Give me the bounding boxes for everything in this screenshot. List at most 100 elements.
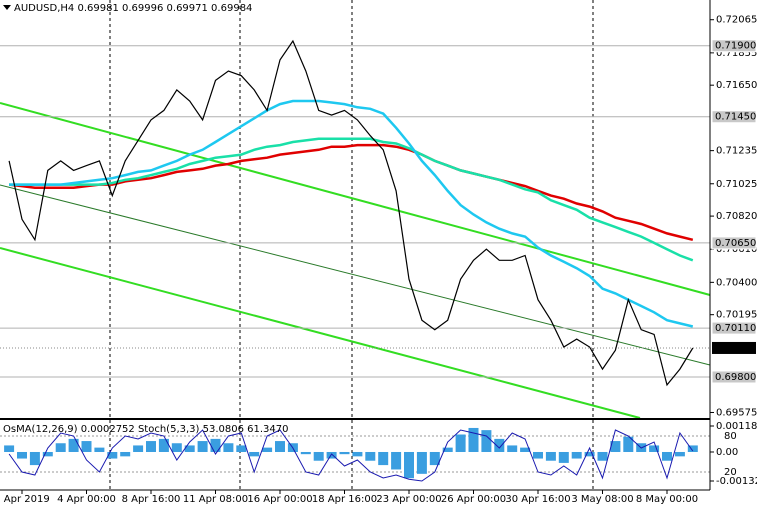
- x-tick-label: 30 Apr 16:00: [505, 494, 570, 505]
- osma-bar: [674, 451, 685, 457]
- osma-bar: [378, 451, 389, 466]
- y-tick-label: 0.70610: [716, 244, 757, 255]
- y-tick-label: 0.71855: [716, 48, 757, 59]
- stochastic-line: [8, 429, 694, 482]
- x-tick-label: 8 Apr 16:00: [122, 494, 181, 505]
- osma-bar: [120, 451, 131, 457]
- y-tick-label: 0.70820: [716, 211, 757, 222]
- osma-bar: [29, 451, 40, 466]
- moving-average: [9, 137, 694, 262]
- level-label: 0.70650: [715, 238, 756, 249]
- x-tick-label: 16 Apr 00:00: [247, 494, 312, 505]
- level-label: 0.71900: [715, 41, 756, 52]
- osma-bar: [17, 451, 27, 459]
- osma-bar: [313, 451, 324, 461]
- x-tick-label: 11 Apr 08:00: [183, 494, 248, 505]
- osma-bar: [55, 443, 66, 452]
- osma-bar: [455, 434, 466, 452]
- osma-bar: [339, 451, 350, 455]
- level-box: [711, 321, 757, 335]
- indicator-title: OsMA(12,26,9) 0.0002752 Stoch(5,3,3) 53.…: [3, 424, 289, 435]
- y-tick-label: 0.70400: [716, 277, 757, 288]
- osma-bar: [275, 441, 285, 452]
- y-tick-label: 0.71650: [716, 80, 757, 91]
- levels: [0, 45, 710, 473]
- plot: [4, 39, 698, 482]
- y-tick-label: 0.72065: [716, 15, 757, 26]
- x-tick-label: 8 May 00:00: [636, 494, 698, 505]
- osma-bar: [210, 438, 221, 452]
- osma-bar: [68, 438, 79, 452]
- osma-bar: [520, 447, 531, 452]
- osma-bar: [300, 451, 311, 455]
- osma-bar: [584, 451, 595, 457]
- x-tick-label: 26 Apr 00:00: [441, 494, 506, 505]
- osma-bar: [107, 451, 118, 459]
- y2-tick-label: 80: [724, 431, 737, 442]
- y-tick-label: 0.71025: [716, 179, 757, 190]
- osma-bar: [326, 451, 337, 459]
- osma-bar: [545, 451, 556, 461]
- osma-bar: [365, 451, 376, 461]
- x-tick-label: 4 Apr 00:00: [57, 494, 116, 505]
- level-box: [711, 236, 757, 250]
- y-tick-label: 0.70195: [716, 310, 757, 321]
- osma-bar: [146, 441, 156, 452]
- osma-bar: [42, 451, 53, 457]
- level-box: [711, 39, 757, 53]
- osma-bar: [468, 427, 479, 452]
- osma-bar: [416, 451, 427, 474]
- trend-channel: [0, 102, 711, 419]
- osma-bar: [429, 451, 440, 466]
- osma-bar: [533, 451, 543, 459]
- osma-bar: [391, 451, 402, 470]
- moving-average: [9, 99, 694, 328]
- osma-bar: [4, 445, 15, 452]
- x-tick-label: 23 Apr 00:00: [376, 494, 441, 505]
- osma-bar: [249, 451, 260, 457]
- osma-bar: [81, 441, 92, 452]
- y-tick-label: 0.00: [716, 447, 738, 458]
- y-tick-label: 0.71235: [716, 146, 757, 157]
- osma-bar: [171, 443, 182, 452]
- y-tick-label: 0.69575: [716, 407, 757, 418]
- level-box: [711, 110, 757, 124]
- y-tick-label: -0.001328: [716, 476, 757, 487]
- x-tick-label: 18 Apr 16:00: [312, 494, 377, 505]
- x-tick-label: 1 Apr 2019: [0, 494, 50, 505]
- level-box: [711, 370, 757, 384]
- price-line: [8, 39, 694, 387]
- osma-bar: [687, 445, 698, 452]
- current-price-box: [712, 341, 756, 354]
- level-label: 0.69800: [715, 372, 756, 383]
- osma-bar: [494, 438, 505, 452]
- level-label: 0.71450: [715, 112, 756, 123]
- osma-bar: [223, 443, 234, 452]
- menu-arrow[interactable]: [3, 5, 11, 10]
- osma-bar: [404, 451, 414, 479]
- osma-bar: [571, 451, 582, 459]
- chart-title: AUDUSD,H4 0.69981 0.69996 0.69971 0.6998…: [14, 3, 252, 14]
- osma-bar: [158, 438, 169, 452]
- osma-bar: [610, 441, 621, 452]
- level-label: 0.70110: [715, 323, 756, 334]
- osma-bar: [94, 447, 105, 452]
- x-tick-label: 3 May 08:00: [571, 494, 633, 505]
- moving-average: [8, 143, 694, 242]
- osma-bar: [442, 447, 453, 452]
- period-separators: [109, 0, 594, 490]
- osma-bar: [133, 445, 144, 452]
- axes: 1 Apr 2019 4 Apr 00:00 8 Apr 16:0011 Apr 0…: [0, 15, 757, 505]
- osma-bar: [558, 451, 569, 463]
- osma-bar: [197, 441, 208, 452]
- osma-bar: [662, 451, 672, 461]
- osma-bar: [352, 451, 363, 457]
- osma-bar: [649, 445, 660, 452]
- osma-bar: [507, 445, 518, 452]
- osma-bar: [262, 447, 273, 452]
- osma-bar: [184, 445, 195, 452]
- y-tick-label: 0.0011893: [716, 421, 757, 432]
- osma-bar: [481, 430, 492, 452]
